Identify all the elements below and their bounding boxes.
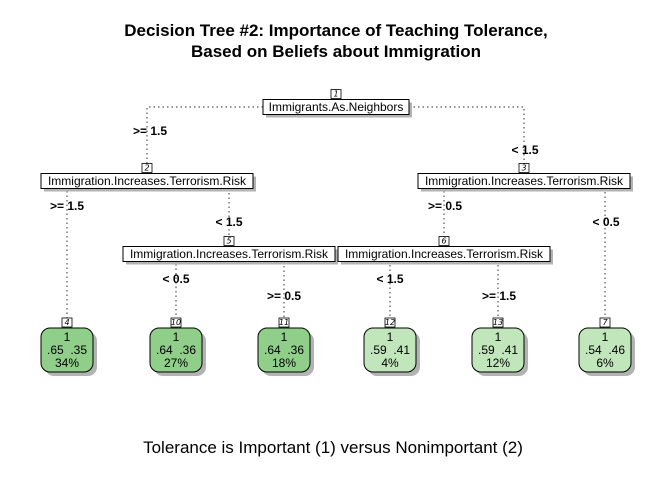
edge-line-6-12 xyxy=(338,253,391,320)
leaf-probabilities: .64 .36 xyxy=(156,343,196,357)
leaf-node-12: 1.59 .414% 12 xyxy=(363,317,420,376)
node-number: 3 xyxy=(521,164,526,173)
leaf-percent: 6% xyxy=(596,356,614,370)
split-label: Immigration.Increases.Terrorism.Risk xyxy=(425,174,624,188)
node-number: 12 xyxy=(385,318,395,327)
edge-line-1-2 xyxy=(146,106,263,165)
node-number-box xyxy=(170,317,182,328)
node-number: 1 xyxy=(333,90,338,99)
edge-line-1-3 xyxy=(409,106,525,165)
node-number-box xyxy=(518,163,530,173)
leaf-class: 1 xyxy=(64,330,71,344)
edges-layer: >= 1.5 < 1.5 >= 1.5 < 1.5 >= 0.5 < 0.5 < 0.5 >=… xyxy=(41,106,630,320)
leaf-percent: 18% xyxy=(272,356,296,370)
node-number-box xyxy=(330,89,342,99)
node-number: 2 xyxy=(144,164,149,173)
node-number-box xyxy=(492,317,504,328)
edge-label-1-3: < 1.5 xyxy=(511,143,538,157)
node-number-box xyxy=(278,317,290,328)
edge-label-5-10: < 0.5 xyxy=(162,272,189,286)
leaf-box xyxy=(363,327,417,373)
node-number: 4 xyxy=(64,318,69,327)
edge-label-1-2: >= 1.5 xyxy=(133,124,167,138)
leaf-percent: 4% xyxy=(381,356,399,370)
leaf-class: 1 xyxy=(173,330,180,344)
caption: Tolerance is Important (1) versus Nonimp… xyxy=(143,438,523,457)
leaf-box xyxy=(149,327,203,373)
node-number-box xyxy=(384,317,396,328)
split-box xyxy=(262,99,410,115)
leaf-percent: 27% xyxy=(164,356,188,370)
edge-label-2-4: >= 1.5 xyxy=(50,199,84,213)
split-box xyxy=(40,173,254,189)
edge-line-6-13 xyxy=(497,253,550,320)
leaf-probabilities: .54 .46 xyxy=(585,343,625,357)
leaf-class: 1 xyxy=(281,330,288,344)
split-box xyxy=(417,173,631,189)
leaf-percent: 34% xyxy=(55,356,79,370)
node-number-box xyxy=(599,317,611,328)
split-label: Immigration.Increases.Terrorism.Risk xyxy=(48,174,247,188)
edge-label-3-6: >= 0.5 xyxy=(428,199,462,213)
title-line-1: Decision Tree #2: Importance of Teaching… xyxy=(124,21,548,40)
node-number: 5 xyxy=(226,237,231,246)
leaf-probabilities: .59 .41 xyxy=(478,343,518,357)
edge-label-5-11: >= 0.5 xyxy=(267,289,301,303)
nodes-layer: Immigrants.As.Neighbors1Immigration.Incr… xyxy=(40,89,635,376)
leaf-class: 1 xyxy=(495,330,502,344)
leaf-box xyxy=(40,327,94,373)
edge-label-6-12: < 1.5 xyxy=(376,272,403,286)
node-number-box xyxy=(438,236,450,246)
edge-line-3-7 xyxy=(604,180,630,320)
node-number-box xyxy=(61,317,73,328)
node-number: 6 xyxy=(441,237,446,246)
split-label: Immigration.Increases.Terrorism.Risk xyxy=(130,247,329,261)
node-number-box xyxy=(141,163,153,173)
leaf-class: 1 xyxy=(602,330,609,344)
leaf-box xyxy=(471,327,525,373)
split-label: Immigrants.As.Neighbors xyxy=(269,100,404,114)
leaf-class: 1 xyxy=(387,330,394,344)
node-number: 13 xyxy=(493,318,503,327)
node-number: 10 xyxy=(171,318,181,327)
leaf-box xyxy=(578,327,632,373)
split-box xyxy=(122,246,336,262)
edge-label-2-5: < 1.5 xyxy=(215,215,242,229)
node-number: 11 xyxy=(279,318,289,327)
node-number-box xyxy=(223,236,235,246)
leaf-probabilities: .59 .41 xyxy=(370,343,410,357)
edge-label-6-13: >= 1.5 xyxy=(482,289,516,303)
split-box xyxy=(337,246,551,262)
leaf-probabilities: .65 .35 xyxy=(47,343,87,357)
edge-label-3-7: < 0.5 xyxy=(592,215,619,229)
edge-line-3-6 xyxy=(418,180,445,238)
split-label: Immigration.Increases.Terrorism.Risk xyxy=(345,247,544,261)
title-line-2: Based on Beliefs about Immigration xyxy=(191,42,481,61)
node-number: 7 xyxy=(602,318,608,327)
leaf-box xyxy=(257,327,311,373)
leaf-probabilities: .64 .36 xyxy=(264,343,304,357)
leaf-node-7: 1.54 .466% 7 xyxy=(578,317,635,376)
leaf-percent: 12% xyxy=(486,356,510,370)
